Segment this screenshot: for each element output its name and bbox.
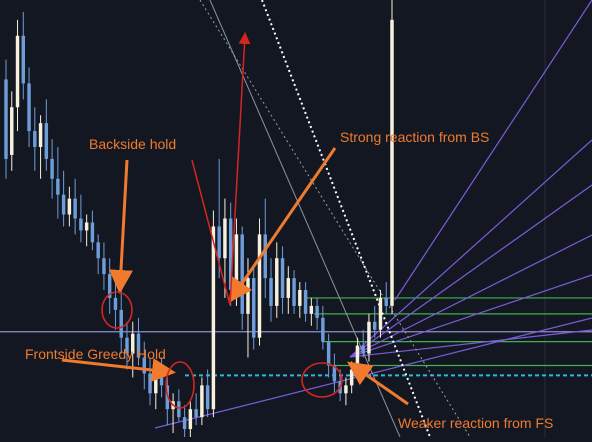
candle-body-55 [321,317,325,342]
candle-body-37 [217,226,221,259]
candle-body-41 [240,234,244,314]
candle-body-19 [113,297,118,310]
candle-body-62 [361,345,365,354]
candle-body-25 [148,373,152,394]
annotation-frontside-greedy-hold: Frontside Greedy Hold [25,346,166,362]
arrow-backside-hold [109,159,133,294]
circle-backside-hold [101,291,133,329]
candle-body-67 [390,19,394,306]
candle-body-3 [21,35,26,84]
candle-body-44 [257,234,262,338]
candle-body-5 [33,131,37,147]
annotations-layer [61,32,409,409]
candle-body-24 [142,357,146,374]
candle-body-38 [223,218,227,259]
candle-body-21 [125,337,129,354]
candle-body-6 [38,123,43,147]
candle-body-9 [56,178,60,195]
candle-body-48 [280,258,285,298]
candle-body-22 [131,333,135,354]
fan-lines-layer [154,0,592,438]
candle-body-57 [332,365,337,382]
candle-body-0 [4,79,8,159]
annotation-weaker-reaction: Weaker reaction from FS [398,415,553,431]
candle-body-43 [252,278,256,338]
candle-body-23 [136,333,141,358]
arrow-weaker-reaction [347,361,409,406]
candle-body-59 [344,385,348,394]
candle-body-31 [182,417,187,430]
arrow-strong-reaction [228,147,337,303]
candle-body-34 [200,385,204,418]
candle-body-45 [263,234,267,279]
candle-body-40 [234,234,239,291]
candle-body-35 [205,385,210,410]
candle-body-60 [349,369,354,386]
candle-body-64 [372,321,377,330]
candle-body-65 [378,297,383,330]
arrow-frontside-greedy-hold [61,358,176,382]
candle-body-26 [154,373,158,394]
candle-body-2 [15,35,20,108]
fan-line-4 [349,329,592,358]
candle-body-61 [355,345,360,370]
candle-body-12 [73,198,77,219]
candle-body-20 [119,309,123,338]
candle-body-4 [27,83,31,132]
candle-body-46 [269,278,273,306]
candle-body-66 [384,297,388,306]
candle-body-49 [286,278,291,298]
fan-line-1 [349,184,592,358]
fan-line-0 [349,139,592,358]
annotation-strong-reaction: Strong reaction from BS [340,129,489,145]
annotation-backside-hold: Backside hold [89,136,176,152]
candle-body-1 [10,107,14,155]
candle-body-39 [228,218,233,291]
horizontal-levels-layer [0,297,592,377]
circle-weaker-reaction [301,362,343,398]
candle-body-8 [50,158,54,179]
candle-body-42 [246,278,250,314]
candle-body-27 [159,373,164,386]
candle-body-7 [44,123,49,159]
candle-body-10 [61,194,66,215]
candle-body-17 [102,258,106,275]
candle-body-33 [194,409,198,418]
fan-line-2 [349,234,592,358]
candle-body-15 [90,222,95,243]
fan-line-3 [349,274,592,358]
candle-body-13 [79,218,83,231]
candle-body-53 [309,305,314,314]
candle-body-36 [211,226,216,410]
candle-body-14 [84,222,89,231]
candle-body-47 [275,258,279,306]
dotted-trend-1 [199,0,471,438]
red-reaction-path [191,32,251,306]
candle-body-32 [188,409,193,430]
circle-frontside-hold [165,361,195,409]
candle-body-54 [315,305,319,318]
candle-body-52 [303,290,308,314]
candle-body-56 [326,341,331,366]
candle-body-63 [367,321,371,354]
candle-body-30 [177,401,181,418]
candle-body-16 [96,242,100,259]
candle-body-50 [292,278,296,306]
candle-body-11 [67,198,72,215]
candle-body-51 [298,290,302,306]
fan-steep-line [394,0,592,301]
dotted-trend-2 [261,0,431,438]
